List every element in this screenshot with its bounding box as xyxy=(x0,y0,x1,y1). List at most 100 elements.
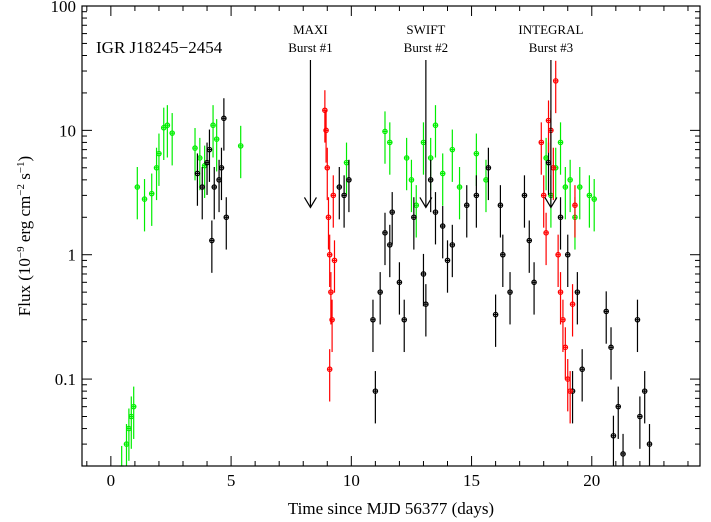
data-point xyxy=(331,240,338,293)
data-point xyxy=(326,349,333,402)
data-point xyxy=(641,371,648,424)
data-marker xyxy=(411,214,417,221)
data-marker xyxy=(620,451,626,457)
data-marker xyxy=(326,251,333,258)
data-marker xyxy=(325,214,332,221)
data-marker xyxy=(331,257,338,264)
source-name-label: IGR J18245−2454 xyxy=(96,38,223,57)
data-marker xyxy=(192,145,198,151)
data-point xyxy=(620,433,626,466)
data-marker xyxy=(569,301,576,308)
data-point xyxy=(401,299,408,353)
data-point xyxy=(197,137,203,191)
data-point xyxy=(237,125,244,179)
data-point xyxy=(420,122,427,175)
x-axis-label: Time since MJD 56377 (days) xyxy=(288,499,494,518)
data-marker xyxy=(562,184,569,190)
data-point xyxy=(564,234,571,288)
data-marker xyxy=(210,122,216,129)
data-marker xyxy=(396,279,403,286)
y-tick-label: 10 xyxy=(59,121,76,140)
data-marker xyxy=(326,366,333,373)
data-marker xyxy=(615,403,622,410)
data-point xyxy=(538,122,545,175)
data-marker xyxy=(456,184,463,190)
burst-number-label: Burst #1 xyxy=(288,40,332,55)
data-marker xyxy=(237,143,244,149)
data-point xyxy=(324,147,331,201)
data-marker xyxy=(492,311,499,318)
data-point xyxy=(574,272,581,325)
data-marker xyxy=(372,388,379,394)
data-point xyxy=(323,110,329,163)
data-point xyxy=(325,197,332,250)
data-marker xyxy=(641,388,648,394)
data-point xyxy=(420,253,427,307)
data-marker xyxy=(572,202,578,209)
burst-instrument-label: INTEGRAL xyxy=(518,22,583,37)
data-marker xyxy=(141,196,148,202)
data-marker xyxy=(209,237,215,244)
data-marker xyxy=(449,146,456,153)
data-marker xyxy=(432,122,439,129)
data-point xyxy=(603,291,610,344)
data-point xyxy=(531,262,537,315)
y-tick-label: 100 xyxy=(51,0,77,16)
data-marker xyxy=(169,130,175,136)
y-tick-label: 0.1 xyxy=(55,370,76,389)
data-marker xyxy=(134,184,141,190)
data-point xyxy=(497,185,504,238)
data-marker xyxy=(500,251,506,258)
data-point xyxy=(408,159,415,213)
data-point xyxy=(192,128,198,181)
data-point xyxy=(427,159,434,213)
data-point xyxy=(213,119,220,172)
data-marker xyxy=(370,316,376,323)
data-point xyxy=(211,166,218,220)
data-marker xyxy=(386,242,393,248)
data-point xyxy=(201,145,208,198)
data-marker xyxy=(401,316,408,323)
data-point xyxy=(552,60,559,114)
data-point xyxy=(336,166,343,220)
data-point xyxy=(562,166,569,220)
data-marker xyxy=(560,316,566,323)
data-point xyxy=(160,107,167,161)
data-marker xyxy=(160,124,167,131)
x-tick-label: 0 xyxy=(107,471,116,490)
data-point xyxy=(423,284,429,337)
data-point xyxy=(569,284,576,337)
data-point xyxy=(449,224,456,278)
data-marker xyxy=(603,308,610,315)
data-marker xyxy=(329,316,335,323)
data-marker xyxy=(346,177,352,183)
data-point xyxy=(386,122,393,175)
data-points xyxy=(119,60,653,467)
data-marker xyxy=(382,128,388,135)
data-marker xyxy=(408,177,415,183)
data-point xyxy=(372,371,379,424)
data-point xyxy=(579,349,585,402)
data-point xyxy=(382,111,388,164)
data-marker xyxy=(497,202,504,209)
data-marker xyxy=(562,344,569,351)
data-marker xyxy=(521,192,528,199)
data-marker xyxy=(538,139,545,146)
data-marker xyxy=(420,271,427,277)
data-point xyxy=(389,192,396,245)
data-marker xyxy=(336,184,343,190)
data-point xyxy=(449,129,456,182)
data-marker xyxy=(646,441,653,447)
data-point xyxy=(396,262,403,315)
x-tick-label: 10 xyxy=(343,471,360,490)
data-point xyxy=(444,240,451,293)
data-marker xyxy=(610,432,617,439)
data-marker xyxy=(389,209,396,215)
data-marker xyxy=(552,78,559,84)
data-marker xyxy=(555,251,561,258)
data-point xyxy=(130,386,137,439)
data-point xyxy=(370,299,376,353)
data-point xyxy=(500,234,506,288)
data-point xyxy=(439,153,446,206)
